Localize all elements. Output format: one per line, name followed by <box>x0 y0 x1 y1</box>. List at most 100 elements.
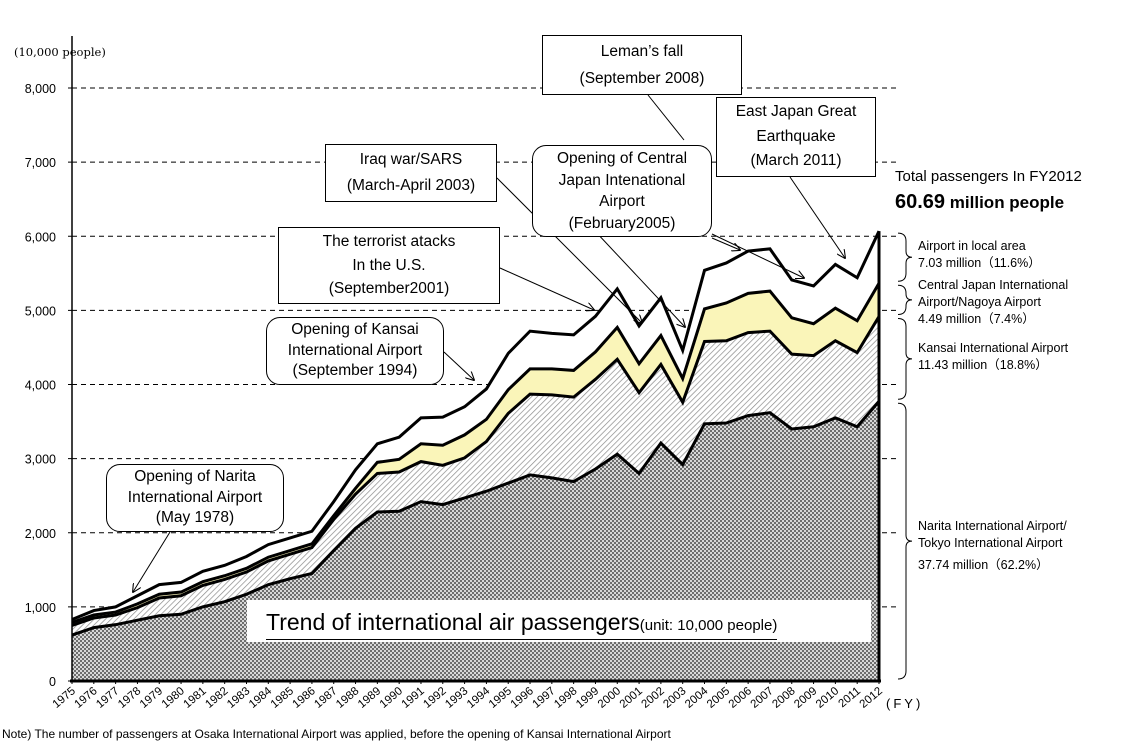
annotation-arrow-2011 <box>789 176 845 258</box>
x-tick-label: 1984 <box>247 685 275 711</box>
annotation-arrow-2008 <box>711 233 804 278</box>
x-tick-label: 1976 <box>72 685 99 711</box>
y-tick-label: 5,000 <box>25 304 56 318</box>
annotation-arrow-2001 <box>499 267 594 310</box>
x-tick-label: 1996 <box>509 685 536 711</box>
brace-2 <box>897 318 913 400</box>
annotation-arrows <box>133 94 845 592</box>
total-summary: Total passengers In FY2012 60.69 million… <box>895 168 1082 214</box>
x-tick-label: 1991 <box>400 685 427 711</box>
annotation-arrow-2005 <box>593 229 685 327</box>
x-tick-label: 1990 <box>378 685 405 711</box>
annotation-arrow-2003 <box>496 177 642 323</box>
x-tick-label: 1997 <box>530 685 557 711</box>
annotation-line: Japan Intenational <box>558 171 686 189</box>
total-value: 60.69 <box>895 191 946 213</box>
x-tick-label: 1979 <box>138 685 165 711</box>
series-line-0 <box>71 400 881 637</box>
brace-0 <box>897 232 913 282</box>
x-tick-label: 1986 <box>291 685 318 711</box>
annotation-line: Leman’s fall <box>600 43 684 60</box>
breakdown-line: Tokyo International Airport <box>918 536 1063 550</box>
x-tick-label: 1983 <box>225 685 252 711</box>
annotation-line: (September 2008) <box>579 70 705 87</box>
x-tick-label: 1995 <box>487 685 514 711</box>
y-tick-label: 8,000 <box>25 82 56 96</box>
brace-1 <box>897 284 913 316</box>
series-line-2 <box>71 282 881 624</box>
annotation-arrow-2008 <box>647 94 685 141</box>
x-tick-label: 1994 <box>465 685 493 711</box>
x-tick-label: 1999 <box>574 685 601 711</box>
x-tick-label: 2008 <box>770 685 797 711</box>
breakdown-line: 11.43 million（18.8%） <box>918 358 1048 372</box>
annotation-line: (May 1978) <box>155 509 235 527</box>
annotation-line: (February2005) <box>568 214 676 232</box>
annotation-line: Iraq war/SARS <box>359 151 463 168</box>
y-axis-unit-label: (10,000 people) <box>14 45 106 59</box>
x-tick-label: 1982 <box>203 685 230 711</box>
annotation-line: International Airport <box>127 488 263 506</box>
annotation-line: (September 1994) <box>292 362 418 380</box>
x-tick-label: 2011 <box>836 685 863 710</box>
chart-title-unit: (unit: 10,000 people) <box>639 617 778 634</box>
breakdown-line: Narita International Airport/ <box>918 519 1067 533</box>
breakdown-line: 4.49 million（7.4%） <box>918 312 1035 326</box>
annotation-line: (March-April 2003) <box>346 177 476 194</box>
annotation-1994: Opening of Kansai International Airport (S… <box>266 317 444 385</box>
annotation-line: Opening of Narita <box>134 468 256 485</box>
annotation-2011: East Japan Great Earthquake (March 2011) <box>716 97 876 177</box>
annotation-line: Airport <box>599 193 645 210</box>
x-tick-label: 1992 <box>421 685 448 711</box>
annotation-line: Opening of Central <box>556 150 688 167</box>
annotation-2005: Opening of Central Japan Intenational Airp… <box>532 145 712 237</box>
total-heading: Total passengers In FY2012 <box>895 168 1082 185</box>
annotation-line: International Airport <box>287 341 423 359</box>
breakdown-line: Central Japan International <box>918 278 1069 292</box>
summary-braces <box>897 232 913 680</box>
chart-title: Trend of international air passengers(un… <box>266 609 778 640</box>
breakdown-line: Airport in local area <box>918 239 1026 253</box>
x-tick-label: 1998 <box>552 685 579 711</box>
x-tick-label: 2002 <box>640 685 667 711</box>
breakdown-line: Kansai International Airport <box>918 341 1069 355</box>
y-tick-label: 0 <box>49 675 56 689</box>
series-lines <box>71 230 881 637</box>
x-tick-label: 1977 <box>94 685 121 711</box>
total-value-line: 60.69 million people <box>895 191 1082 214</box>
brace-3 <box>897 402 913 680</box>
x-tick-labels: 1975197619771978197919801981198219831984… <box>51 685 885 711</box>
annotation-line: In the U.S. <box>352 256 426 274</box>
total-unit: million people <box>949 193 1065 212</box>
y-tick-label: 6,000 <box>25 230 56 244</box>
breakdown-line: 37.74 million（62.2%） <box>918 558 1049 572</box>
breakdown-line: Airport/Nagoya Airport <box>918 295 1041 309</box>
annotation-line: East Japan Great <box>735 103 857 120</box>
y-tick-label: 3,000 <box>25 453 56 467</box>
breakdown-label-3: Narita International Airport/Tokyo Inter… <box>918 518 1067 574</box>
y-tick-label: 1,000 <box>25 601 56 615</box>
footnote: Note) The number of passengers at Osaka … <box>2 727 671 741</box>
x-tick-label: 1981 <box>181 685 208 711</box>
annotation-line: Earthquake <box>756 127 836 145</box>
breakdown-label-2: Kansai International Airport 11.43 millio… <box>918 340 1068 374</box>
area-1 <box>72 316 879 636</box>
x-tick-label: 2001 <box>618 685 645 711</box>
x-tick-label: 1987 <box>312 685 339 711</box>
x-tick-label: 1993 <box>443 685 470 711</box>
x-tick-label: 1980 <box>160 685 187 711</box>
x-tick-label: 2009 <box>792 685 819 711</box>
annotation-arrow-1994 <box>443 351 474 380</box>
y-tick-label: 2,000 <box>25 527 56 541</box>
breakdown-label-1: Central Japan International Airport/Nagoy… <box>918 277 1068 328</box>
breakdown-line: 7.03 million（11.6%） <box>918 256 1041 270</box>
x-tick-label: 2007 <box>749 685 776 711</box>
breakdown-label-0: Airport in local area 7.03 million（11.6%） <box>918 238 1041 272</box>
title-band <box>247 600 871 642</box>
x-axis-label: (FY) <box>886 696 924 711</box>
annotation-line: The terrorist atacks <box>322 233 456 250</box>
x-tick-label: 1985 <box>269 685 296 711</box>
annotation-1978: Opening of Narita International Airport (M… <box>106 464 284 532</box>
chart-title-text: Trend of international air passengers <box>266 609 640 635</box>
x-tick-label: 2012 <box>858 685 885 711</box>
